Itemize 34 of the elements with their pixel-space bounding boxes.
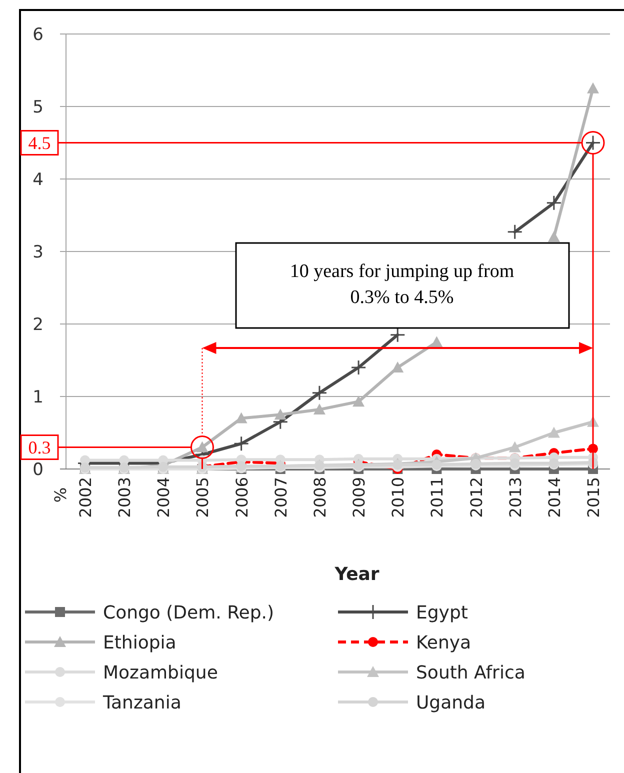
x-tick-label: 2003 bbox=[115, 477, 134, 518]
x-axis-title: Year bbox=[334, 564, 380, 585]
x-tick-label: 2008 bbox=[310, 477, 330, 518]
x-tick-label: 2012 bbox=[466, 477, 486, 518]
x-tick-label: 2011 bbox=[428, 477, 447, 518]
y-axis-title: % bbox=[51, 487, 70, 503]
y-tick-label: 2 bbox=[32, 314, 44, 335]
x-tick-label: 2006 bbox=[232, 477, 252, 518]
x-tick-label: 2007 bbox=[271, 477, 290, 518]
x-tick-label: 2005 bbox=[193, 477, 212, 518]
x-tick-label: 2002 bbox=[76, 477, 95, 518]
y-tick-label: 1 bbox=[32, 387, 44, 408]
legend-label: Congo (Dem. Rep.) bbox=[103, 602, 274, 624]
ref-line-label: 4.5 bbox=[28, 133, 51, 154]
annotation: 10 years for jumping up from 0.3% to 4.5% bbox=[290, 261, 514, 308]
y-tick-label: 0 bbox=[32, 460, 44, 480]
x-tick-label: 2009 bbox=[350, 477, 369, 518]
legend-label: Ethiopia bbox=[103, 632, 176, 654]
x-tick-label: 2010 bbox=[388, 477, 408, 518]
legend-label: Egypt bbox=[416, 602, 468, 624]
ref-line-label: 0.3 bbox=[28, 438, 51, 458]
y-tick-label: 6 bbox=[32, 24, 44, 45]
legend-label: Uganda bbox=[416, 692, 486, 714]
legend-label: Kenya bbox=[416, 632, 472, 654]
y-tick-label: 4 bbox=[32, 170, 44, 190]
x-tick-label: 2004 bbox=[154, 477, 174, 518]
legend-label: Tanzania bbox=[102, 692, 182, 714]
y-tick-label: 3 bbox=[32, 242, 44, 262]
x-tick-label: 2014 bbox=[544, 477, 564, 518]
x-tick-label: 2013 bbox=[506, 477, 525, 518]
legend-label: Mozambique bbox=[103, 662, 218, 684]
legend-label: South Africa bbox=[416, 662, 526, 684]
x-tick-label: 2015 bbox=[584, 477, 603, 518]
y-tick-label: 5 bbox=[32, 97, 44, 118]
